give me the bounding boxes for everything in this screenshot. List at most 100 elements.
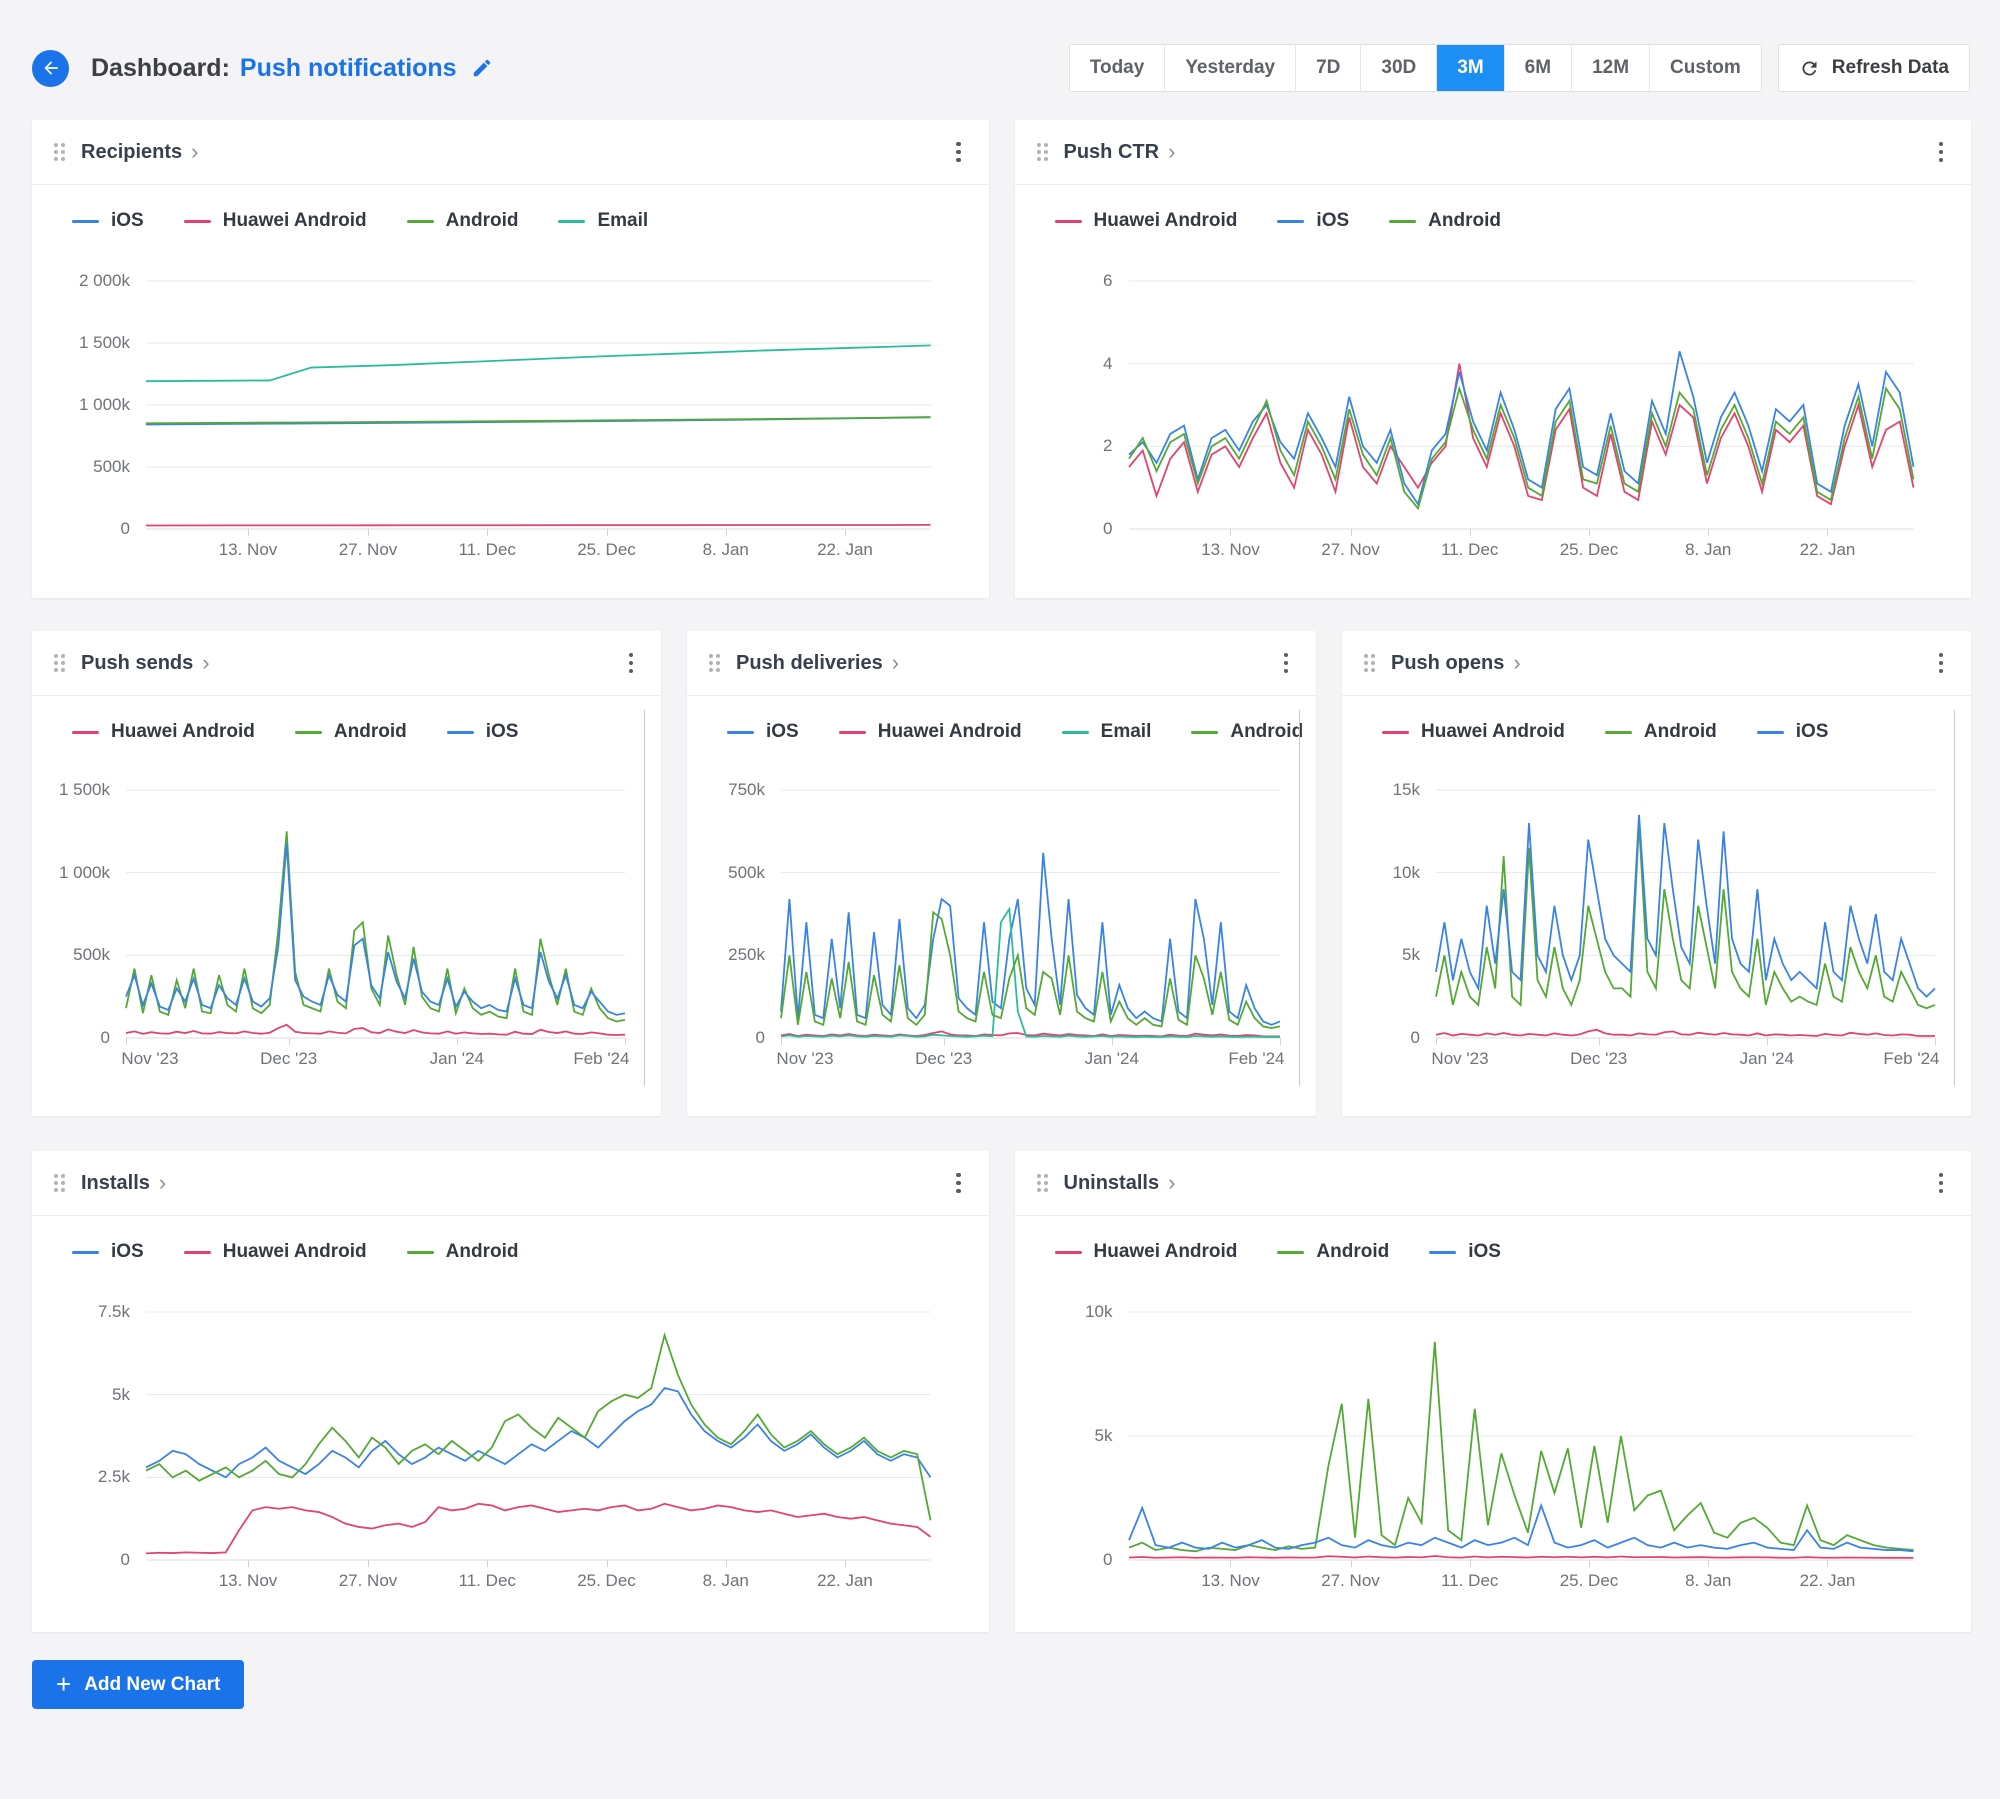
add-new-chart-label: Add New Chart xyxy=(84,1673,221,1695)
legend-item-android[interactable]: Android xyxy=(1277,1241,1389,1263)
x-axis-tick xyxy=(126,1038,127,1045)
time-range-30d[interactable]: 30D xyxy=(1361,45,1438,91)
chart-menu-button[interactable] xyxy=(950,1167,967,1200)
y-axis-label: 500k xyxy=(73,945,110,965)
chart-menu-button[interactable] xyxy=(950,136,967,169)
chart-title-link[interactable]: Push sends › xyxy=(81,652,210,675)
chart-legend: Huawei Android iOS Android xyxy=(1015,209,1972,233)
chart-card-push-opens: Push opens › Huawei Android Android iOS 15… xyxy=(1342,631,1971,1116)
legend-item-android[interactable]: Android xyxy=(294,721,407,743)
x-axis-label: Jan '24 xyxy=(1739,1049,1794,1068)
legend-item-huawei-android[interactable]: Huawei Android xyxy=(183,210,367,232)
legend-item-android[interactable]: Android xyxy=(406,1241,519,1263)
y-axis-label: 0 xyxy=(755,1028,765,1047)
chart-title-link[interactable]: Installs › xyxy=(81,1172,166,1195)
edit-pencil-icon[interactable] xyxy=(471,57,493,79)
dashboard-name[interactable]: Push notifications xyxy=(239,53,457,82)
legend-label: iOS xyxy=(111,1241,144,1262)
time-range-custom[interactable]: Custom xyxy=(1650,45,1761,91)
drag-handle-icon[interactable] xyxy=(54,654,65,672)
drag-handle-icon[interactable] xyxy=(54,143,65,161)
time-range-6m[interactable]: 6M xyxy=(1504,45,1573,91)
time-range-12m[interactable]: 12M xyxy=(1572,45,1651,91)
legend-label: Huawei Android xyxy=(111,721,255,742)
legend-item-ios[interactable]: iOS xyxy=(1756,721,1829,743)
chart-card-push-deliveries: Push deliveries › iOS Huawei Android Email… xyxy=(687,631,1316,1116)
chart-title-link[interactable]: Push opens › xyxy=(1391,652,1521,675)
chart-scrollbar[interactable] xyxy=(1953,710,1955,1086)
chart-menu-button[interactable] xyxy=(623,647,640,680)
drag-handle-icon[interactable] xyxy=(1036,143,1048,161)
x-axis-label: 22. Jan xyxy=(817,540,873,559)
time-range-3m[interactable]: 3M xyxy=(1437,45,1505,91)
legend-item-email[interactable]: Email xyxy=(558,210,648,232)
legend-swatch xyxy=(838,730,866,734)
legend-item-ios[interactable]: iOS xyxy=(727,721,799,743)
chart-menu-button[interactable] xyxy=(1278,647,1295,680)
add-new-chart-button[interactable]: + Add New Chart xyxy=(32,1660,245,1709)
x-axis-tick xyxy=(606,529,608,536)
legend-item-ios[interactable]: iOS xyxy=(72,210,144,232)
chart-title-link[interactable]: Push deliveries › xyxy=(736,652,899,675)
series-line-huawei-android xyxy=(1129,364,1914,505)
x-axis-tick xyxy=(368,529,369,536)
back-button[interactable] xyxy=(32,49,69,87)
x-axis-label: 11. Dec xyxy=(1441,540,1499,559)
x-axis-tick xyxy=(288,1038,290,1045)
chart-plot-area: 10k 5k 0 13. Nov 27. Nov 11. Dec 25. Dec 8. Jan… xyxy=(1085,1302,1914,1590)
x-axis-tick xyxy=(1469,529,1471,536)
chart-plot-area: 7.5k 5k 2.5k 0 13. Nov 27. Nov 11. Dec 25. Dec 8… xyxy=(98,1302,931,1590)
chart-title-link[interactable]: Recipients › xyxy=(81,141,198,164)
legend-item-android[interactable]: Android xyxy=(1604,721,1717,743)
x-axis-tick xyxy=(1827,529,1829,536)
legend-item-android[interactable]: Android xyxy=(1191,721,1303,743)
drag-handle-icon[interactable] xyxy=(1364,654,1375,672)
series-line-ios xyxy=(146,1388,931,1477)
drag-handle-icon[interactable] xyxy=(709,654,720,672)
legend-label: iOS xyxy=(1795,721,1829,742)
time-range-today[interactable]: Today xyxy=(1069,45,1166,91)
x-axis-label: 11. Dec xyxy=(458,1571,516,1590)
series-line-android xyxy=(1129,1342,1914,1552)
legend-label: iOS xyxy=(766,721,799,742)
legend-item-android[interactable]: Android xyxy=(1389,210,1501,232)
drag-handle-icon[interactable] xyxy=(54,1174,65,1192)
chevron-right-icon: › xyxy=(891,650,900,675)
series-line-android xyxy=(146,417,931,423)
chart-scrollbar[interactable] xyxy=(1298,710,1300,1086)
chart-scrollbar[interactable] xyxy=(643,710,645,1086)
arrow-left-icon xyxy=(43,61,58,75)
chart-menu-button[interactable] xyxy=(1933,647,1950,680)
chart-menu-button[interactable] xyxy=(1933,136,1950,169)
legend-item-email[interactable]: Email xyxy=(1061,721,1151,743)
refresh-data-button[interactable]: Refresh Data xyxy=(1777,44,1970,92)
series-line-android xyxy=(126,831,625,1021)
legend-swatch xyxy=(727,730,754,734)
chart-title-link[interactable]: Uninstalls › xyxy=(1064,1172,1176,1195)
legend-item-huawei-android[interactable]: Huawei Android xyxy=(72,721,255,743)
legend-label: Android xyxy=(445,210,519,231)
legend-label: Android xyxy=(445,1241,519,1262)
legend-item-ios[interactable]: iOS xyxy=(1429,1241,1501,1263)
y-axis-label: 4 xyxy=(1103,353,1113,373)
legend-item-huawei-android[interactable]: Huawei Android xyxy=(1054,210,1237,232)
legend-item-ios[interactable]: iOS xyxy=(72,1241,144,1263)
chart-title-link[interactable]: Push CTR › xyxy=(1064,141,1176,164)
legend-item-ios[interactable]: iOS xyxy=(1277,210,1349,232)
legend-item-android[interactable]: Android xyxy=(406,210,519,232)
legend-item-huawei-android[interactable]: Huawei Android xyxy=(183,1241,367,1263)
legend-item-ios[interactable]: iOS xyxy=(446,721,518,743)
legend-item-huawei-android[interactable]: Huawei Android xyxy=(1382,721,1565,743)
time-range-yesterday[interactable]: Yesterday xyxy=(1165,45,1297,91)
y-axis-label: 1 500k xyxy=(58,780,110,799)
series-line-email xyxy=(781,909,1280,1037)
y-axis-label: 500k xyxy=(728,862,765,882)
chart-title: Recipients xyxy=(81,140,183,163)
x-axis-label: Dec '23 xyxy=(915,1049,973,1068)
chart-menu-button[interactable] xyxy=(1933,1167,1950,1200)
chart-card-recipients: Recipients › iOS Huawei Android Android Ema… xyxy=(32,120,989,598)
legend-item-huawei-android[interactable]: Huawei Android xyxy=(1054,1241,1237,1263)
time-range-7d[interactable]: 7D xyxy=(1296,45,1362,91)
drag-handle-icon[interactable] xyxy=(1036,1174,1048,1192)
legend-item-huawei-android[interactable]: Huawei Android xyxy=(838,721,1022,743)
